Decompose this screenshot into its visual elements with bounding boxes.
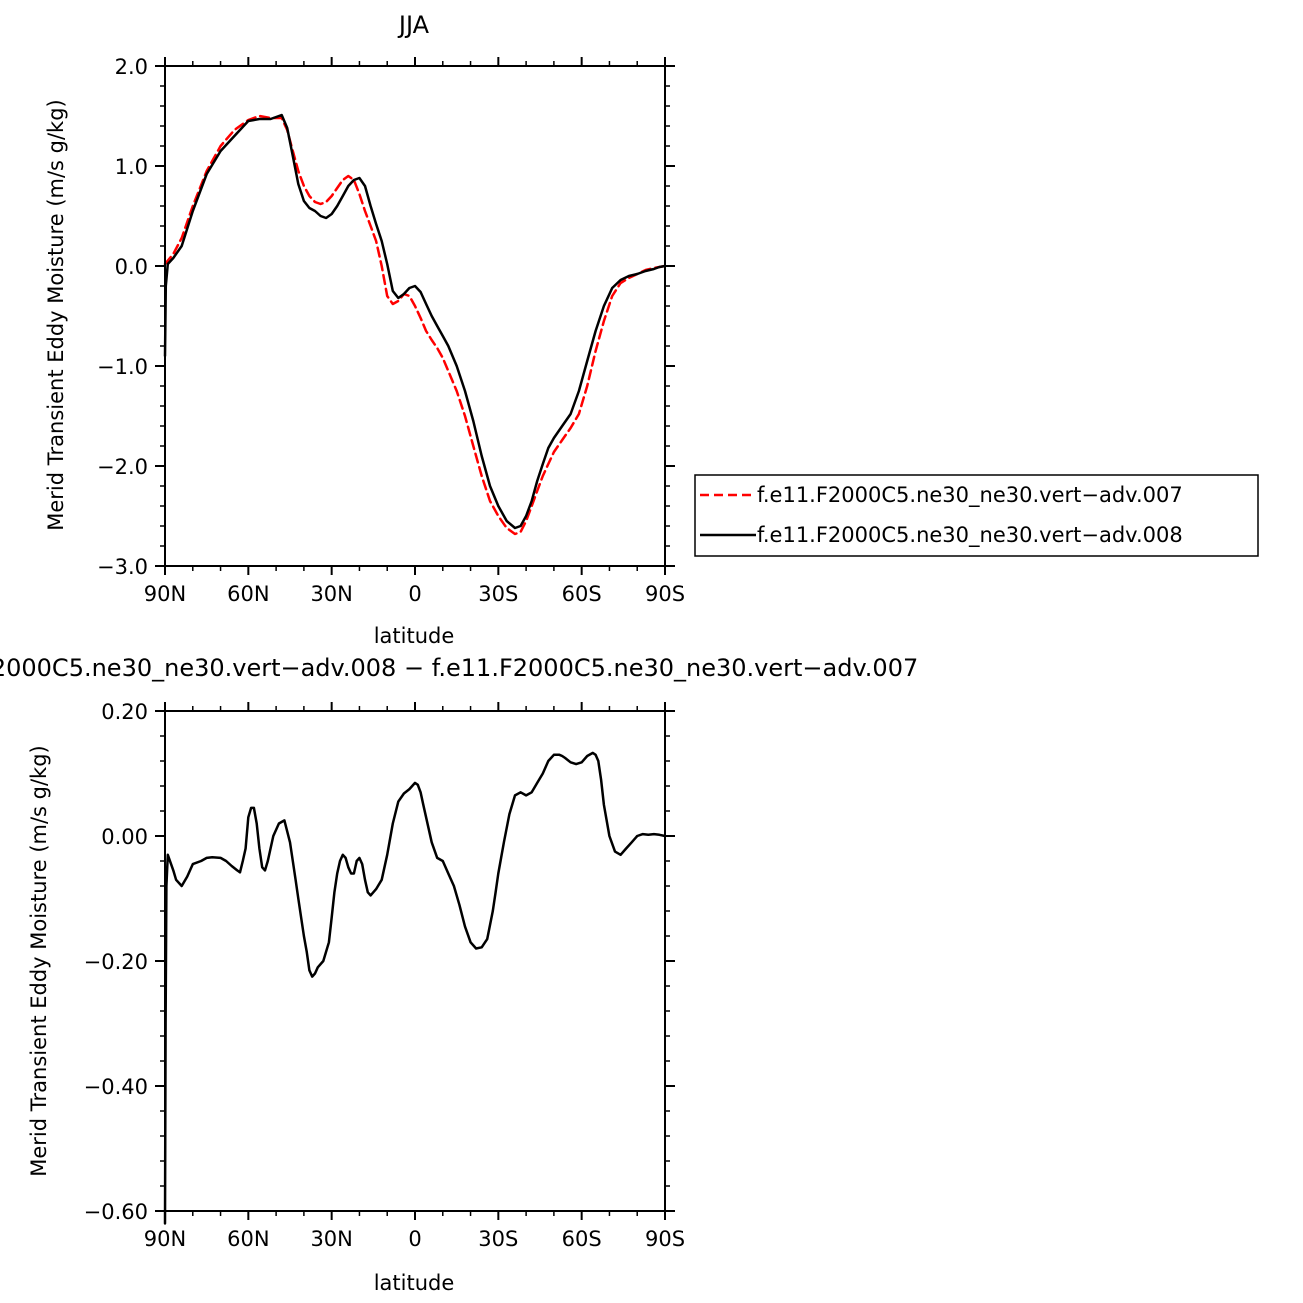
bottom-panel-series-line-1 <box>163 751 667 1225</box>
top-panel-x-tick-label: 90N <box>144 582 186 606</box>
top-panel-y-tick-label: −1.0 <box>97 355 148 379</box>
top-panel-ticks <box>155 57 675 575</box>
bottom-panel-title: f.e11.F2000C5.ne30_ne30.vert−adv.008 − f… <box>0 654 918 682</box>
top-panel-x-tick-label: 30S <box>478 582 518 606</box>
top-panel-title: JJA <box>397 11 430 39</box>
top-panel: JJA Merid Transient Eddy Moisture (m/s g… <box>44 11 1259 648</box>
bottom-panel-y-tick-label: 0.00 <box>101 825 148 849</box>
legend-label-series-1: f.e11.F2000C5.ne30_ne30.vert−adv.007 <box>757 483 1183 508</box>
bottom-panel: f.e11.F2000C5.ne30_ne30.vert−adv.008 − f… <box>0 654 918 1295</box>
bottom-panel-frame <box>164 710 666 1212</box>
top-panel-tick-labels: 90N 60N 30N 0 30S 60S 90S 2.0 1.0 0.0 −1.0 −2.0 −3.0 <box>97 55 685 606</box>
bottom-panel-y-axis-label: Merid Transient Eddy Moisture (m/s g/kg) <box>27 745 51 1177</box>
top-panel-x-tick-label: 60N <box>227 582 269 606</box>
bottom-panel-x-tick-label: 90N <box>144 1227 186 1251</box>
bottom-panel-ticks <box>155 702 675 1220</box>
top-panel-x-tick-label: 0 <box>408 582 421 606</box>
top-panel-y-tick-label: 2.0 <box>115 55 148 79</box>
top-panel-y-tick-label: −2.0 <box>97 455 148 479</box>
top-panel-series-line-1 <box>163 114 667 536</box>
top-panel-y-tick-label: 1.0 <box>115 155 148 179</box>
top-panel-x-axis-label: latitude <box>374 624 455 648</box>
top-panel-x-tick-label: 60S <box>562 582 602 606</box>
bottom-panel-y-tick-label: −0.60 <box>84 1200 148 1224</box>
bottom-panel-x-tick-label: 60N <box>227 1227 269 1251</box>
bottom-panel-y-tick-label: 0.20 <box>101 700 148 724</box>
top-panel-series-line-2 <box>163 113 667 530</box>
legend: f.e11.F2000C5.ne30_ne30.vert−adv.007 f.e… <box>694 474 1259 557</box>
bottom-panel-x-tick-label: 30N <box>310 1227 352 1251</box>
top-panel-y-axis-label: Merid Transient Eddy Moisture (m/s g/kg) <box>44 99 68 531</box>
bottom-panel-y-tick-label: −0.40 <box>84 1075 148 1099</box>
legend-box <box>694 474 1259 557</box>
top-panel-x-tick-label: 90S <box>645 582 685 606</box>
bottom-panel-x-tick-label: 0 <box>408 1227 421 1251</box>
top-panel-frame <box>164 65 666 567</box>
top-panel-lines <box>163 113 667 536</box>
bottom-panel-lines <box>163 751 667 1225</box>
bottom-panel-x-tick-label: 90S <box>645 1227 685 1251</box>
top-panel-x-tick-label: 30N <box>310 582 352 606</box>
bottom-panel-x-tick-label: 60S <box>562 1227 602 1251</box>
top-panel-y-tick-label: −3.0 <box>97 555 148 579</box>
bottom-panel-x-axis-label: latitude <box>374 1271 455 1295</box>
bottom-panel-y-tick-label: −0.20 <box>84 950 148 974</box>
top-panel-y-tick-label: 0.0 <box>115 255 148 279</box>
legend-label-series-2: f.e11.F2000C5.ne30_ne30.vert−adv.008 <box>757 523 1183 548</box>
bottom-panel-x-tick-label: 30S <box>478 1227 518 1251</box>
bottom-panel-tick-labels: 90N 60N 30N 0 30S 60S 90S 0.20 0.00 −0.20 −0.40 −0.… <box>84 700 685 1251</box>
